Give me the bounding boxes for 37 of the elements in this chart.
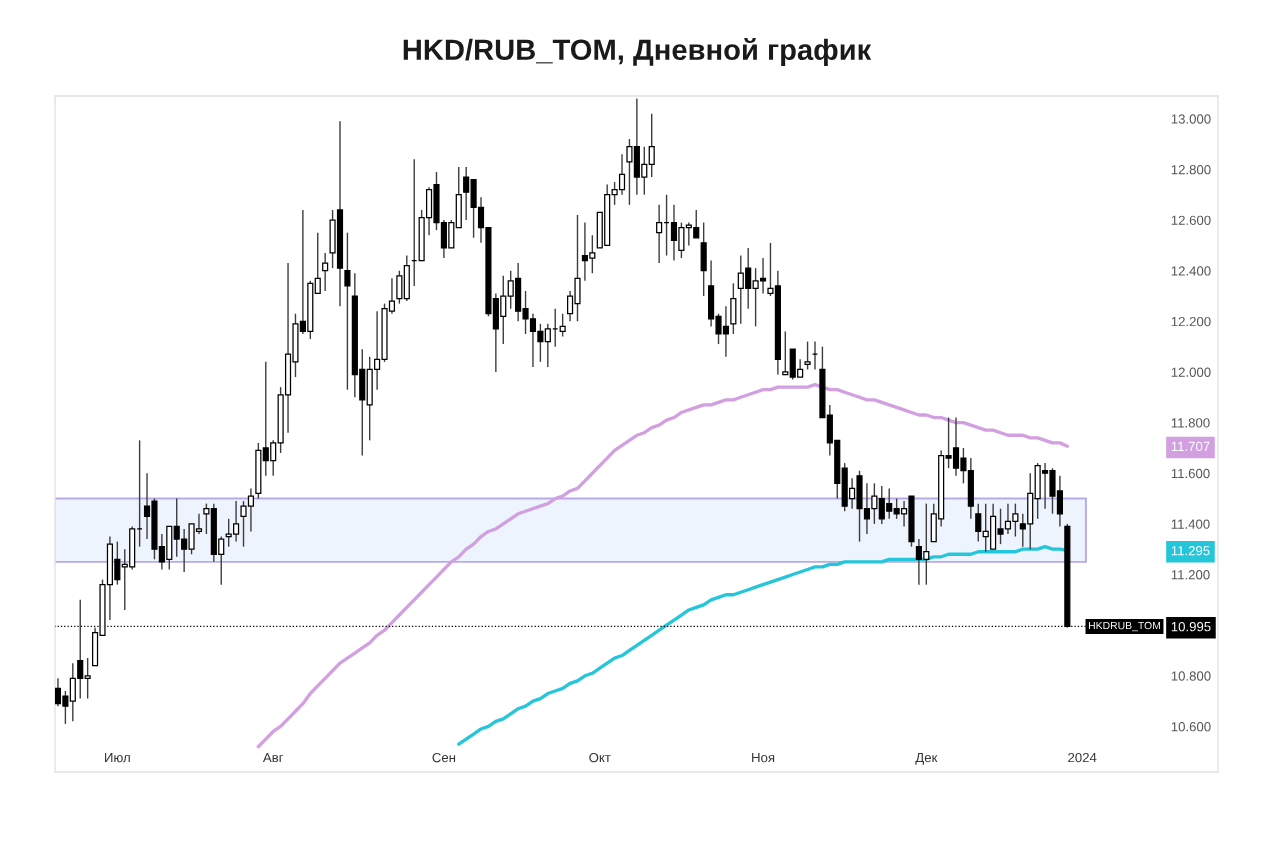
candlestick: [544, 323, 551, 368]
x-tick-label: Ноя: [752, 753, 775, 763]
x-tick-label: Авг: [262, 753, 284, 763]
y-tick-label: 11.295: [1171, 546, 1210, 556]
y-tick-label: 11.707: [1171, 441, 1210, 452]
y-tick-label: 12.800: [1171, 164, 1211, 175]
y-tick-label: 12.000: [1171, 367, 1211, 377]
y-tick-label: 12.200: [1171, 316, 1211, 327]
candlestick: [975, 502, 982, 543]
x-tick-label: Сен: [432, 752, 456, 763]
y-tick-label: 10.800: [1171, 671, 1211, 681]
candlestick: [648, 113, 655, 178]
y-tick-label: 11.600: [1171, 468, 1210, 479]
candlestick: [804, 340, 811, 371]
y-tick-label: 12.400: [1171, 266, 1211, 276]
candlestick: [322, 252, 329, 292]
y-tick-label: 13.000: [1171, 114, 1211, 124]
x-tick-label: 2024: [1068, 752, 1097, 763]
candlestick: [84, 657, 91, 700]
y-tick-label: 11.400: [1171, 519, 1210, 529]
y-tick-label: 11.200: [1171, 570, 1210, 580]
candlestick: [559, 313, 566, 338]
line-series: [256, 382, 1070, 749]
chart-title: HKD/RUB_TOM, Дневной график: [403, 38, 872, 66]
ref-line-label: HKDRUB_TOM: [1088, 621, 1160, 632]
y-tick-label: 11.800: [1171, 418, 1210, 428]
candlestick: [314, 232, 321, 295]
y-tick-label: 10.600: [1171, 721, 1211, 732]
candlestick: [344, 232, 351, 391]
candlestick: [656, 204, 663, 264]
candlestick: [782, 330, 789, 376]
x-tick-label: Дек: [915, 753, 938, 765]
x-tick-label: Июл: [105, 753, 130, 763]
y-tick-label: 10.995: [1171, 621, 1211, 632]
x-tick-label: Окт: [589, 752, 611, 763]
candlestick: [396, 270, 403, 305]
y-tick-label: 12.600: [1171, 215, 1211, 225]
